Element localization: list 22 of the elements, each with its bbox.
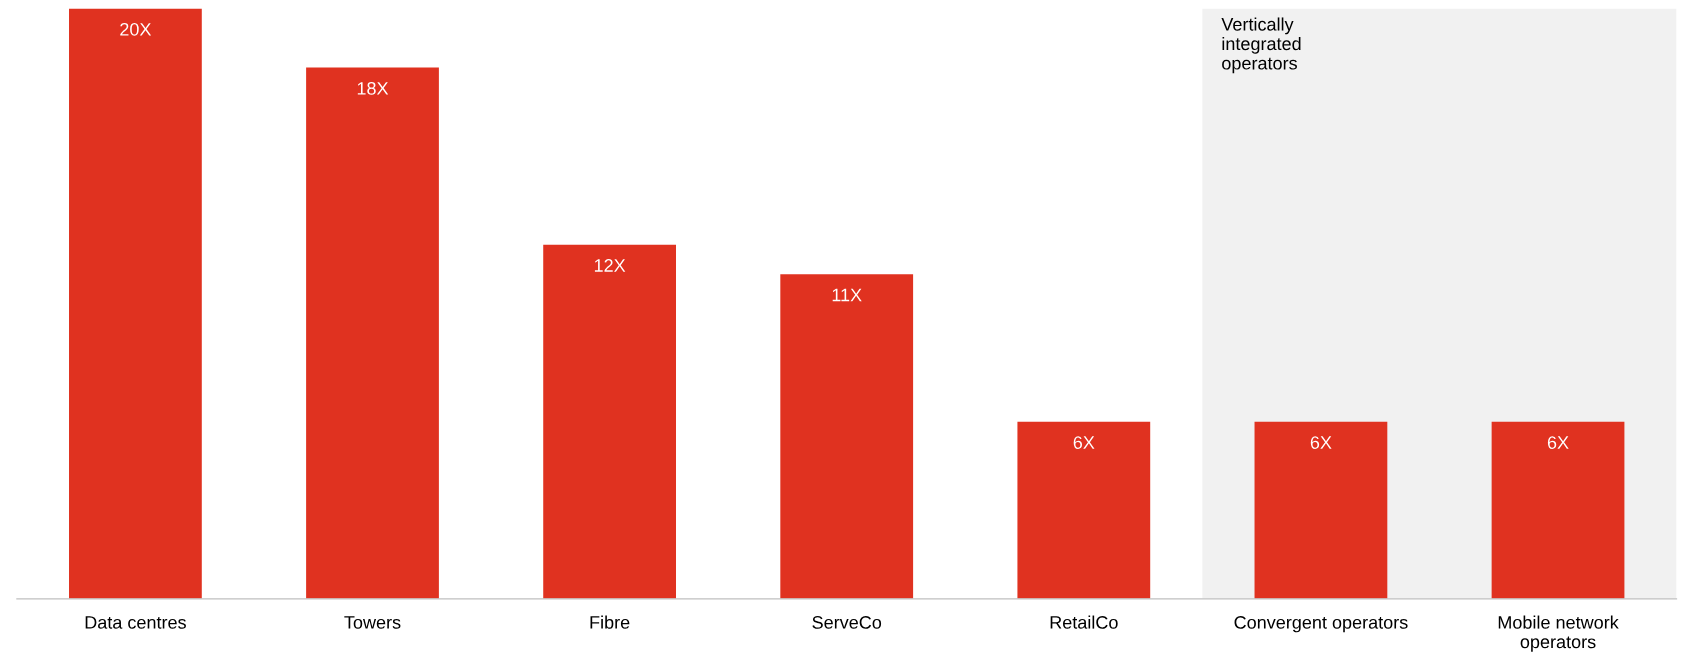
band-label: Vertically integrated operators [1221, 17, 1301, 74]
data-label: 11X [832, 288, 862, 302]
data-label: 20X [120, 22, 152, 36]
bar [780, 274, 914, 599]
bar [306, 67, 439, 599]
x-tick-label: Fibre [590, 615, 630, 629]
data-label: 6X [1547, 436, 1569, 449]
x-tick-label: Convergent operators [1234, 616, 1408, 633]
bar [1254, 421, 1388, 599]
x-tick-label: Data centres [85, 616, 186, 629]
data-label: 6X [1310, 436, 1332, 449]
bar [1017, 421, 1151, 599]
x-tick-label: Mobile network operators [1498, 615, 1619, 652]
data-label: 6X [1073, 436, 1095, 449]
x-tick-label: ServeCo [812, 616, 882, 629]
bar [543, 244, 676, 599]
bar [1491, 421, 1625, 599]
data-label: 18X [357, 81, 389, 95]
x-tick-label: RetailCo [1050, 615, 1118, 629]
data-label: 12X [594, 259, 626, 272]
x-tick-label: Towers [344, 616, 401, 629]
bar [69, 8, 202, 599]
